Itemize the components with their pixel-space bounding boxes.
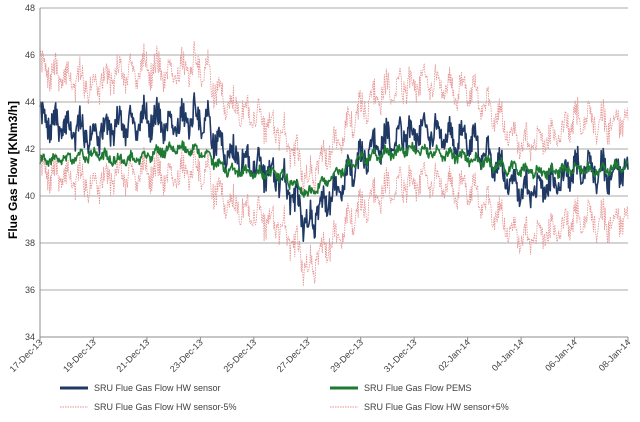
series-lines <box>39 40 629 287</box>
y-tick-label: 40 <box>25 191 35 201</box>
legend: SRU Flue Gas Flow HW sensor SRU Flue Gas … <box>60 383 509 412</box>
y-tick-label: 36 <box>25 285 35 295</box>
series-line-2 <box>39 144 629 287</box>
grid-lines <box>40 7 628 338</box>
series-line-3 <box>39 40 629 197</box>
legend-label-0: SRU Flue Gas Flow HW sensor <box>94 383 221 393</box>
y-tick-label: 42 <box>25 144 35 154</box>
y-tick-label: 46 <box>25 50 35 60</box>
legend-label-1: SRU Flue Gas Flow PEMS <box>364 383 472 393</box>
y-tick-label: 44 <box>25 97 35 107</box>
legend-label-2: SRU Flue Gas Flow HW sensor-5% <box>94 402 237 412</box>
series-line-1 <box>39 140 629 198</box>
y-tick-label: 38 <box>25 238 35 248</box>
y-axis-title: Flue Gas Flow [KNm3/h] <box>6 101 20 239</box>
legend-label-3: SRU Flue Gas Flow HW sensor+5% <box>364 402 509 412</box>
y-tick-label: 34 <box>25 332 35 342</box>
y-tick-label: 48 <box>25 3 35 13</box>
